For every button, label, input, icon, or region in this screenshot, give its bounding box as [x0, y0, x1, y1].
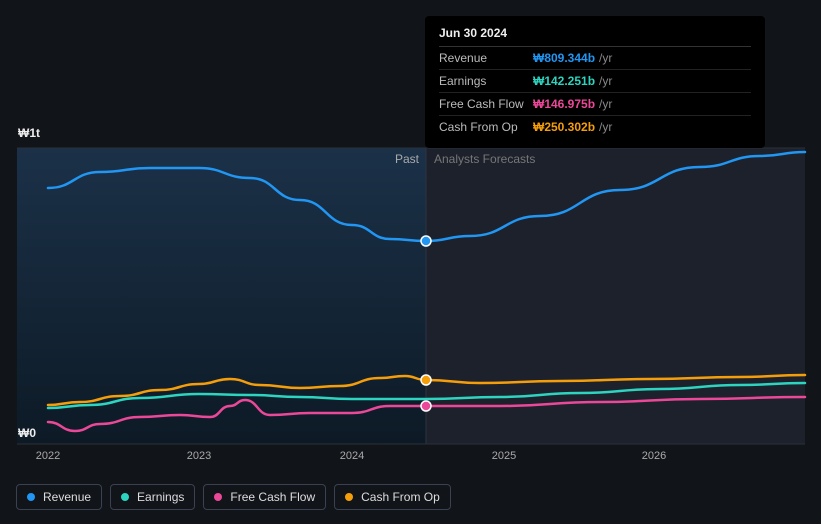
legend-label: Revenue [43, 490, 91, 504]
tooltip-row-label: Earnings [439, 74, 533, 88]
legend-label: Free Cash Flow [230, 490, 315, 504]
marker-fcf [421, 401, 431, 411]
tooltip-title: Jun 30 2024 [439, 26, 751, 47]
tooltip-row-value: ₩250.302b [533, 120, 595, 134]
x-axis-tick-label: 2026 [642, 450, 666, 462]
legend-label: Cash From Op [361, 490, 440, 504]
tooltip-row: Earnings₩142.251b /yr [439, 70, 751, 93]
financial-forecast-chart: ₩1t ₩0 Past Analysts Forecasts Jun 30 202… [0, 0, 821, 524]
tooltip-row-label: Cash From Op [439, 120, 533, 134]
tooltip-row: Revenue₩809.344b /yr [439, 47, 751, 70]
legend-dot-icon [121, 493, 129, 501]
legend-toggle-cashfromop[interactable]: Cash From Op [334, 484, 451, 510]
x-axis-tick-label: 2022 [36, 450, 60, 462]
marker-cashfromop [421, 375, 431, 385]
tooltip-row-label: Revenue [439, 51, 533, 65]
tooltip-row-unit: /yr [599, 97, 612, 111]
x-axis: 2022 2023 2024 2025 2026 [0, 450, 821, 470]
y-axis-tick-label: ₩1t [18, 126, 40, 140]
legend-label: Earnings [137, 490, 184, 504]
legend-toggle-fcf[interactable]: Free Cash Flow [203, 484, 326, 510]
chart-tooltip: Jun 30 2024 Revenue₩809.344b /yrEarnings… [425, 16, 765, 148]
legend-dot-icon [345, 493, 353, 501]
tooltip-row-unit: /yr [599, 51, 612, 65]
tooltip-row-unit: /yr [599, 120, 612, 134]
legend-toggle-revenue[interactable]: Revenue [16, 484, 102, 510]
tooltip-row-label: Free Cash Flow [439, 97, 533, 111]
x-axis-tick-label: 2024 [340, 450, 364, 462]
forecast-label: Analysts Forecasts [434, 152, 535, 166]
tooltip-row: Free Cash Flow₩146.975b /yr [439, 93, 751, 116]
tooltip-row-unit: /yr [599, 74, 612, 88]
tooltip-row-value: ₩809.344b [533, 51, 595, 65]
tooltip-row-value: ₩142.251b [533, 74, 595, 88]
tooltip-row: Cash From Op₩250.302b /yr [439, 116, 751, 138]
x-axis-tick-label: 2023 [187, 450, 211, 462]
tooltip-row-value: ₩146.975b [533, 97, 595, 111]
legend-dot-icon [214, 493, 222, 501]
past-label: Past [395, 152, 419, 166]
marker-revenue [421, 236, 431, 246]
x-axis-tick-label: 2025 [492, 450, 516, 462]
legend-dot-icon [27, 493, 35, 501]
chart-legend: Revenue Earnings Free Cash Flow Cash From O… [16, 484, 451, 510]
y-axis-tick-label: ₩0 [18, 426, 36, 440]
legend-toggle-earnings[interactable]: Earnings [110, 484, 195, 510]
